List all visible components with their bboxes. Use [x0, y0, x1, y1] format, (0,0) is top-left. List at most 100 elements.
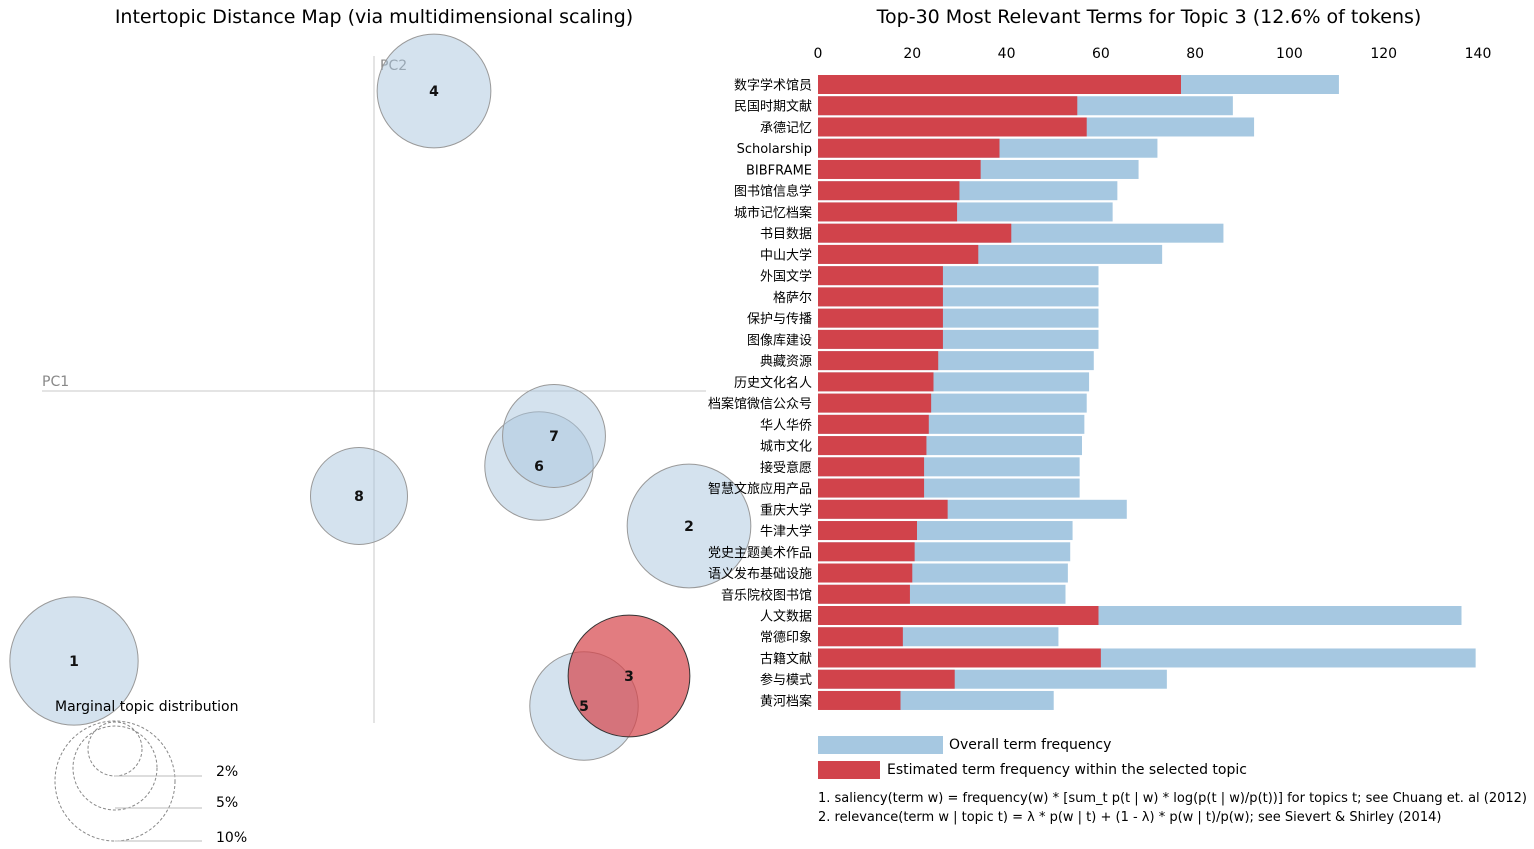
term-label-14: 历史文化名人	[734, 375, 812, 391]
topic-bar-22	[818, 542, 915, 562]
pc1-label: PC1	[42, 374, 69, 390]
term-label-13: 典藏资源	[760, 355, 812, 370]
topic-bar-17	[818, 436, 927, 456]
topic-bar-3	[818, 138, 1000, 158]
term-label-28: 参与模式	[760, 672, 812, 688]
x-tick-100: 100	[1276, 46, 1303, 62]
marginal-legend-title: Marginal topic distribution	[55, 699, 239, 715]
topic-bar-23	[818, 563, 913, 583]
x-tick-0: 0	[814, 46, 823, 62]
topic-label-5: 5	[579, 699, 589, 715]
topic-bubble-1	[9, 596, 139, 726]
topic-bar-29	[818, 690, 901, 710]
topic-bar-8	[818, 244, 979, 264]
topic-bar-19	[818, 478, 925, 498]
term-label-2: 承德记忆	[760, 120, 812, 136]
term-label-18: 接受意愿	[760, 460, 812, 476]
topic-bar-26	[818, 627, 903, 647]
term-bars	[818, 75, 1476, 710]
topic-bar-10	[818, 287, 943, 307]
marginal-topic-legend: Marginal topic distribution 2% 5% 10%	[54, 699, 247, 846]
term-label-3: Scholarship	[737, 142, 812, 157]
topic-bar-18	[818, 457, 925, 477]
topic-label-1: 1	[69, 654, 79, 670]
topic-bar-13	[818, 351, 939, 371]
legend-topic-swatch	[818, 761, 880, 779]
relevant-terms-chart: Top-30 Most Relevant Terms for Topic 3 (…	[708, 6, 1527, 825]
term-label-25: 人文数据	[760, 610, 812, 625]
topic-bar-24	[818, 584, 910, 604]
topic-bar-25	[818, 606, 1099, 625]
term-label-7: 书目数据	[760, 227, 812, 242]
term-label-8: 中山大学	[760, 247, 812, 263]
x-tick-20: 20	[903, 46, 921, 62]
saliency-note: 1. saliency(term w) = frequency(w) * [su…	[818, 791, 1527, 806]
topic-bar-27	[818, 648, 1101, 668]
topic-label-2: 2	[684, 519, 694, 535]
term-label-0: 数字学术馆员	[734, 78, 812, 94]
topic-bar-12	[818, 329, 943, 349]
topic-bar-15	[818, 393, 932, 413]
term-label-1: 民国时期文献	[734, 100, 812, 115]
term-label-5: 图书馆信息学	[734, 184, 812, 200]
topic-bar-11	[818, 308, 943, 328]
topic-label-3: 3	[624, 669, 634, 685]
topic-bar-16	[818, 414, 929, 434]
topic-bar-9	[818, 266, 943, 286]
topic-bar-20	[818, 499, 948, 519]
marginal-circle-5pct	[72, 725, 158, 811]
term-label-9: 外国文学	[760, 269, 812, 285]
marginal-label-10pct: 10%	[216, 830, 247, 846]
marginal-circle-10pct	[54, 720, 176, 842]
term-label-23: 语义发布基础设施	[708, 566, 812, 582]
topic-label-7: 7	[549, 429, 559, 445]
topic-bar-2	[818, 117, 1087, 137]
term-label-12: 图像库建设	[747, 332, 812, 348]
topic-bar-0	[818, 75, 1181, 94]
term-label-16: 华人华侨	[760, 418, 812, 433]
x-tick-120: 120	[1370, 46, 1397, 62]
term-label-19: 智慧文旅应用产品	[708, 481, 812, 497]
term-label-11: 保护与传播	[747, 312, 812, 327]
topic-bubble-8	[310, 447, 408, 545]
topic-bubble-4	[376, 33, 492, 149]
relevance-note: 2. relevance(term w | topic t) = λ * p(w…	[818, 810, 1441, 825]
topic-bar-6	[818, 202, 958, 222]
term-label-29: 黄河档案	[760, 694, 812, 709]
topic-bar-5	[818, 181, 960, 201]
topic-bar-28	[818, 669, 955, 689]
topic-bar-14	[818, 372, 934, 392]
term-label-10: 格萨尔	[773, 290, 812, 306]
terms-chart-title: Top-30 Most Relevant Terms for Topic 3 (…	[876, 6, 1422, 28]
topic-label-6: 6	[534, 459, 544, 475]
topic-bubbles: 1 2 3 4 5 67 8	[9, 33, 752, 761]
term-label-27: 古籍文献	[760, 651, 812, 667]
x-tick-40: 40	[998, 46, 1016, 62]
term-label-20: 重庆大学	[760, 502, 812, 518]
term-label-26: 常德印象	[760, 631, 812, 646]
x-tick-80: 80	[1186, 46, 1204, 62]
term-label-24: 音乐院校图书馆	[721, 587, 812, 603]
topic-bubble-3	[567, 614, 691, 738]
x-axis: 0 20 40 60 80 100 120 140	[814, 46, 1492, 62]
term-label-22: 党史主题美术作品	[708, 546, 812, 561]
topic-label-4: 4	[429, 84, 439, 100]
x-tick-140: 140	[1465, 46, 1492, 62]
legend-topic-label: Estimated term frequency within the sele…	[887, 762, 1247, 778]
marginal-circle-2pct	[87, 721, 143, 777]
term-label-4: BIBFRAME	[746, 163, 812, 178]
marginal-label-2pct: 2%	[216, 764, 238, 780]
topic-bar-1	[818, 96, 1078, 116]
legend-overall-swatch	[818, 736, 943, 754]
topic-bar-7	[818, 223, 1012, 243]
x-tick-60: 60	[1092, 46, 1110, 62]
topic-bubble-7	[502, 384, 606, 488]
topic-bar-4	[818, 159, 981, 179]
legend-overall-label: Overall term frequency	[949, 737, 1111, 753]
term-label-6: 城市记忆档案	[734, 205, 812, 221]
topic-bar-21	[818, 521, 917, 541]
intertopic-map-title: Intertopic Distance Map (via multidimens…	[115, 6, 633, 28]
term-label-15: 档案馆微信公众号	[708, 397, 812, 412]
